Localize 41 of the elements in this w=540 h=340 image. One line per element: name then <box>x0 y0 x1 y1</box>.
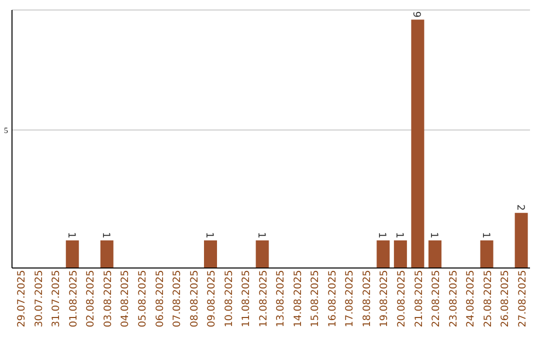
x-tick-label: 12.08.2025 <box>258 270 270 328</box>
x-tick-label: 13.08.2025 <box>276 270 287 328</box>
x-tick-label: 30.07.2025 <box>34 270 45 328</box>
x-tick-label: 27.08.2025 <box>517 270 528 328</box>
x-tick-label: 11.08.2025 <box>241 270 252 328</box>
x-tick-label: 15.08.2025 <box>310 270 322 328</box>
x-tick-label: 19.08.2025 <box>379 270 390 328</box>
x-tick-label: 21.08.2025 <box>414 270 425 328</box>
y-tick-label: 5 <box>4 126 8 135</box>
data-label: 1 <box>100 232 111 238</box>
x-tick-label: 04.08.2025 <box>120 270 132 328</box>
x-tick-label: 10.08.2025 <box>224 270 235 328</box>
data-label: 9 <box>410 11 422 18</box>
x-tick-label: 07.08.2025 <box>172 270 184 328</box>
x-tick-label: 29.07.2025 <box>16 270 28 328</box>
x-tick-label: 08.08.2025 <box>189 270 200 328</box>
x-tick-label: 18.08.2025 <box>362 270 373 328</box>
data-label: 1 <box>204 232 215 238</box>
data-label: 1 <box>255 232 266 238</box>
data-label: 1 <box>393 232 404 238</box>
x-tick-label: 17.08.2025 <box>344 270 356 328</box>
x-tick-label: 03.08.2025 <box>102 270 114 328</box>
x-tick-label: 05.08.2025 <box>138 270 148 328</box>
data-label: 1 <box>65 232 76 238</box>
x-tick-label: 02.08.2025 <box>86 270 97 328</box>
data-label: 1 <box>480 232 491 238</box>
x-tick-label: 23.08.2025 <box>448 270 460 328</box>
x-tick-label: 31.07.2025 <box>51 270 62 328</box>
data-label: 1 <box>376 232 388 238</box>
x-tick-label: 06.08.2025 <box>154 270 166 328</box>
data-label: 2 <box>514 204 526 211</box>
x-tick-label: 25.08.2025 <box>482 270 494 328</box>
x-tick-label: 22.08.2025 <box>431 270 442 328</box>
data-label: 1 <box>428 232 439 238</box>
x-tick-label: 14.08.2025 <box>292 270 304 328</box>
x-tick-label: 16.08.2025 <box>327 270 338 328</box>
x-tick-label: 24.08.2025 <box>466 270 477 328</box>
x-tick-label: 01.08.2025 <box>68 270 80 328</box>
x-tick-label: 09.08.2025 <box>206 270 218 328</box>
x-tick-label: 20.08.2025 <box>396 270 408 328</box>
x-tick-label: 26.08.2025 <box>500 270 512 328</box>
